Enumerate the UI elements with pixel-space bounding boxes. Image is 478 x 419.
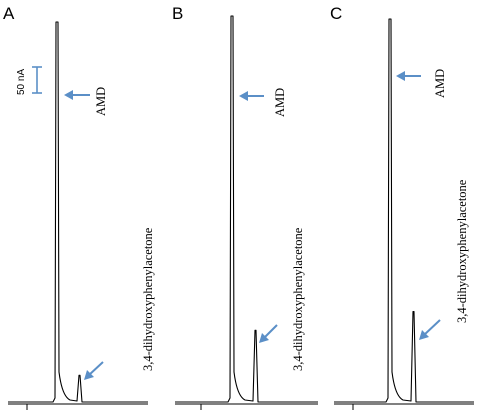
panel-c-metabolite-arrow [423,319,441,336]
panel-b-amd-label: AMD [273,88,287,117]
panel-b-metabolite-arrow-head [259,333,269,343]
panel-c-metabolite-label: 3,4-dihydroxyphenylacetone [455,179,469,323]
panel-a-metabolite-arrow-head [84,370,94,380]
panel-c: C AMD 3,4-dihydroxyphenylacetone [330,4,474,410]
panel-c-amd-arrow-head [396,71,405,81]
panel-b-trace [175,15,318,403]
panel-c-metabolite-arrow-head [419,330,429,340]
panel-a: A 50 nA AMD 3,4-dihydroxyphenylacetone [3,4,155,410]
panel-b-metabolite-arrow [263,324,278,339]
panel-a-letter: A [3,4,15,23]
panel-b-metabolite-label: 3,4-dihydroxyphenylacetone [291,227,305,371]
panel-a-amd-label: AMD [94,87,108,116]
panel-a-metabolite-label: 3,4-dihydroxyphenylacetone [141,227,155,371]
panel-c-amd-label: AMD [433,69,447,98]
panel-b: B AMD 3,4-dihydroxyphenylacetone [172,4,318,410]
panel-b-letter: B [172,4,183,23]
panel-c-letter: C [330,4,342,23]
panel-b-amd-arrow-head [239,91,248,101]
panel-a-metabolite-arrow [88,361,104,376]
scale-bar-label: 50 nA [16,69,27,95]
panel-c-trace [334,18,474,403]
panel-a-trace [8,21,148,403]
panel-a-amd-arrow-head [64,90,73,100]
